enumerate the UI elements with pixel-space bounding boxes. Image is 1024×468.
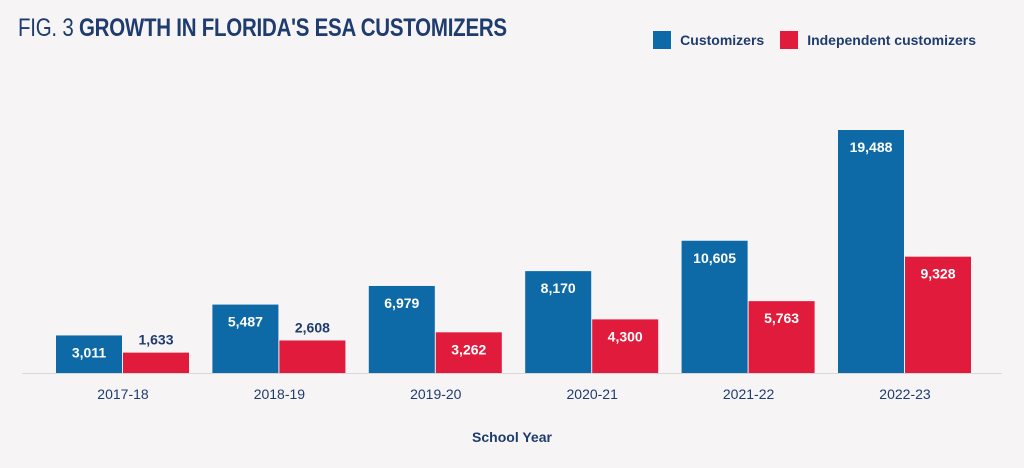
x-tick-label: 2020-21 <box>567 386 619 402</box>
x-tick-label: 2021-22 <box>723 386 775 402</box>
data-label-customizers: 5,487 <box>228 314 263 330</box>
bar-customizers <box>56 335 122 373</box>
legend-label-customizers: Customizers <box>680 32 765 48</box>
data-label-customizers: 6,979 <box>384 295 419 311</box>
data-label-independent-customizers: 1,633 <box>138 332 173 348</box>
bar-customizers <box>681 240 748 373</box>
chart-legend: Customizers Independent customizers <box>653 31 976 49</box>
x-tick-label: 2017-18 <box>97 386 149 402</box>
legend-swatch-customizers <box>653 31 672 49</box>
legend-label-independent: Independent customizers <box>807 32 976 48</box>
data-label-customizers: 19,488 <box>850 139 893 155</box>
bar-customizers <box>525 271 592 373</box>
x-tick-label: 2022-23 <box>879 386 931 402</box>
bar-independent-customizers <box>592 319 659 373</box>
bar-independent-customizers <box>748 301 815 373</box>
chart-title-text: GROWTH IN FLORIDA'S ESA CUSTOMIZERS <box>78 14 507 42</box>
data-label-independent-customizers: 2,608 <box>295 319 330 335</box>
data-label-independent-customizers: 5,763 <box>764 310 799 326</box>
bar-customizers <box>368 285 435 373</box>
data-label-independent-customizers: 9,328 <box>920 266 955 282</box>
data-label-customizers: 3,011 <box>72 344 106 360</box>
data-label-independent-customizers: 3,262 <box>451 341 486 357</box>
bar-customizers <box>838 130 904 373</box>
data-label-independent-customizers: 4,300 <box>608 328 643 344</box>
bar-independent-customizers <box>123 352 189 373</box>
figure-number: FIG. 3 <box>18 14 74 42</box>
chart-title: FIG. 3 GROWTH IN FLORIDA'S ESA CUSTOMIZE… <box>18 14 507 43</box>
data-label-customizers: 8,170 <box>541 280 576 296</box>
data-label-customizers: 10,605 <box>693 250 736 266</box>
bar-independent-customizers <box>905 256 971 373</box>
legend-item-customizers: Customizers <box>653 31 764 49</box>
legend-item-independent: Independent customizers <box>780 31 976 49</box>
legend-swatch-independent <box>780 31 799 49</box>
x-tick-label: 2018-19 <box>254 386 306 402</box>
bar-customizers <box>212 304 279 373</box>
bar-independent-customizers <box>435 332 502 373</box>
bar-independent-customizers <box>279 340 346 373</box>
x-tick-label: 2019-20 <box>410 386 462 402</box>
x-axis-title: School Year <box>472 429 552 445</box>
